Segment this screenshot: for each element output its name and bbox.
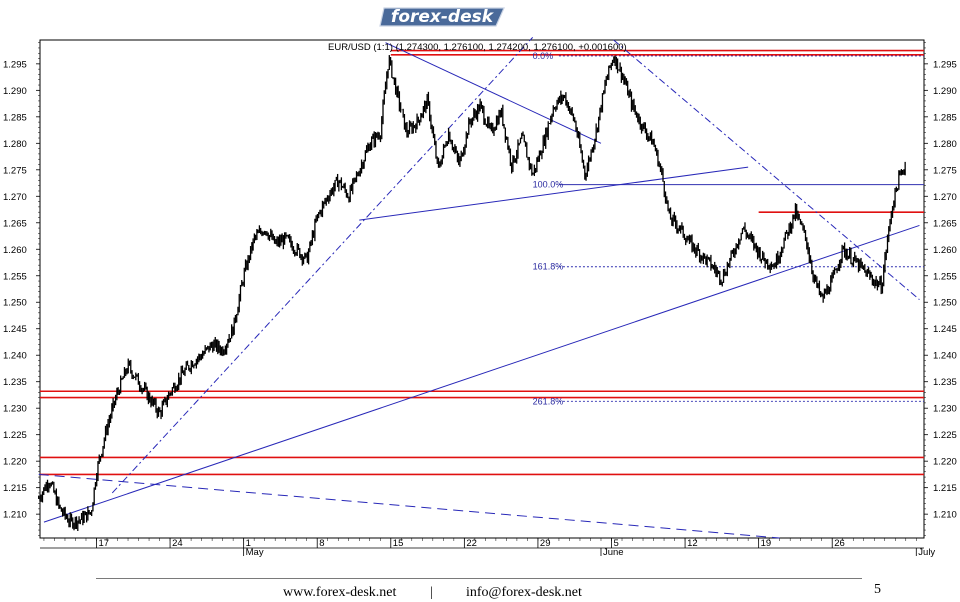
x-tick-label: 12 xyxy=(687,538,698,549)
y-tick-label-left: 1.215 xyxy=(3,483,27,494)
month-label: June xyxy=(603,547,624,558)
month-label: July xyxy=(918,547,935,558)
x-tick-label: 15 xyxy=(393,538,404,549)
y-tick-label-right: 1.215 xyxy=(933,483,957,494)
y-tick-label-right: 1.260 xyxy=(933,245,957,256)
page-footer: www.forex-desk.net | info@forex-desk.net… xyxy=(0,582,960,602)
y-tick-label-left: 1.255 xyxy=(3,271,27,282)
y-tick-label-left: 1.230 xyxy=(3,404,27,415)
y-tick-label-right: 1.265 xyxy=(933,218,957,229)
trendline xyxy=(613,39,920,300)
axis-ticks: 1.295 1.295 1.290 1.290 1.285 1.285 1.280 1.280… xyxy=(3,42,957,558)
y-tick-label-right: 1.240 xyxy=(933,351,957,362)
x-tick-label: 19 xyxy=(761,538,772,549)
page-number: 5 xyxy=(874,582,881,597)
y-tick-label-right: 1.255 xyxy=(933,271,957,282)
y-tick-label-left: 1.210 xyxy=(3,510,27,521)
y-tick-label-right: 1.225 xyxy=(933,430,957,441)
y-tick-label-left: 1.265 xyxy=(3,218,27,229)
x-tick-label: 22 xyxy=(466,538,477,549)
x-tick-label: 24 xyxy=(172,538,183,549)
footer-email[interactable]: info@forex-desk.net xyxy=(466,585,582,600)
y-tick-label-right: 1.250 xyxy=(933,298,957,309)
trendline xyxy=(111,37,534,494)
y-tick-label-left: 1.220 xyxy=(3,457,27,468)
fibonacci-label: 261.8% xyxy=(533,396,564,406)
y-tick-label-right: 1.245 xyxy=(933,324,957,335)
price-series xyxy=(38,55,906,531)
fibonacci-label: 100.0% xyxy=(533,180,564,190)
x-tick-label: 29 xyxy=(540,538,551,549)
y-tick-label-right: 1.280 xyxy=(933,139,957,150)
y-tick-label-left: 1.295 xyxy=(3,59,27,70)
x-tick-label: 17 xyxy=(99,538,110,549)
plot-frame xyxy=(39,39,925,539)
y-tick-label-right: 1.285 xyxy=(933,112,957,123)
y-tick-label-left: 1.290 xyxy=(3,86,27,97)
y-tick-label-right: 1.270 xyxy=(933,192,957,203)
x-tick-label: 1 xyxy=(246,538,251,549)
y-tick-label-left: 1.240 xyxy=(3,351,27,362)
x-tick-label: 26 xyxy=(834,538,845,549)
x-tick-label: 5 xyxy=(614,538,619,549)
forex-desk-logo: forex-desk xyxy=(379,7,505,27)
y-tick-label-right: 1.210 xyxy=(933,510,957,521)
footer-divider xyxy=(96,578,862,579)
chart-title: EUR/USD (1:1) (1.274300, 1.276100, 1.274… xyxy=(328,42,627,53)
y-tick-label-left: 1.285 xyxy=(3,112,27,123)
trendline xyxy=(385,42,602,144)
y-tick-label-right: 1.220 xyxy=(933,457,957,468)
analysis-lines: 0.0% 100.0% 161.8% 261.8% xyxy=(38,37,924,539)
logo-text: forex-desk xyxy=(391,7,495,27)
footer-separator: | xyxy=(430,585,433,600)
y-tick-label-left: 1.250 xyxy=(3,298,27,309)
x-tick-label: 8 xyxy=(319,538,324,549)
y-tick-label-left: 1.235 xyxy=(3,377,27,388)
eurusd-chart: 1.295 1.295 1.290 1.290 1.285 1.285 1.280 1.280… xyxy=(3,37,957,558)
trendline xyxy=(38,473,780,539)
chart-frame xyxy=(39,39,925,549)
y-tick-label-left: 1.275 xyxy=(3,165,27,176)
y-tick-label-left: 1.280 xyxy=(3,139,27,150)
trendline xyxy=(359,166,749,221)
y-tick-label-left: 1.270 xyxy=(3,192,27,203)
fibonacci-label: 161.8% xyxy=(533,262,564,272)
y-tick-label-right: 1.275 xyxy=(933,165,957,176)
y-tick-label-right: 1.230 xyxy=(933,404,957,415)
fibonacci-label: 0.0% xyxy=(533,51,554,61)
y-tick-label-left: 1.225 xyxy=(3,430,27,441)
y-tick-label-left: 1.245 xyxy=(3,324,27,335)
y-tick-label-right: 1.295 xyxy=(933,59,957,70)
month-label: May xyxy=(246,547,264,558)
y-tick-label-right: 1.290 xyxy=(933,86,957,97)
y-tick-label-right: 1.235 xyxy=(933,377,957,388)
footer-website[interactable]: www.forex-desk.net xyxy=(283,585,397,600)
y-tick-label-left: 1.260 xyxy=(3,245,27,256)
trendline xyxy=(43,224,920,523)
